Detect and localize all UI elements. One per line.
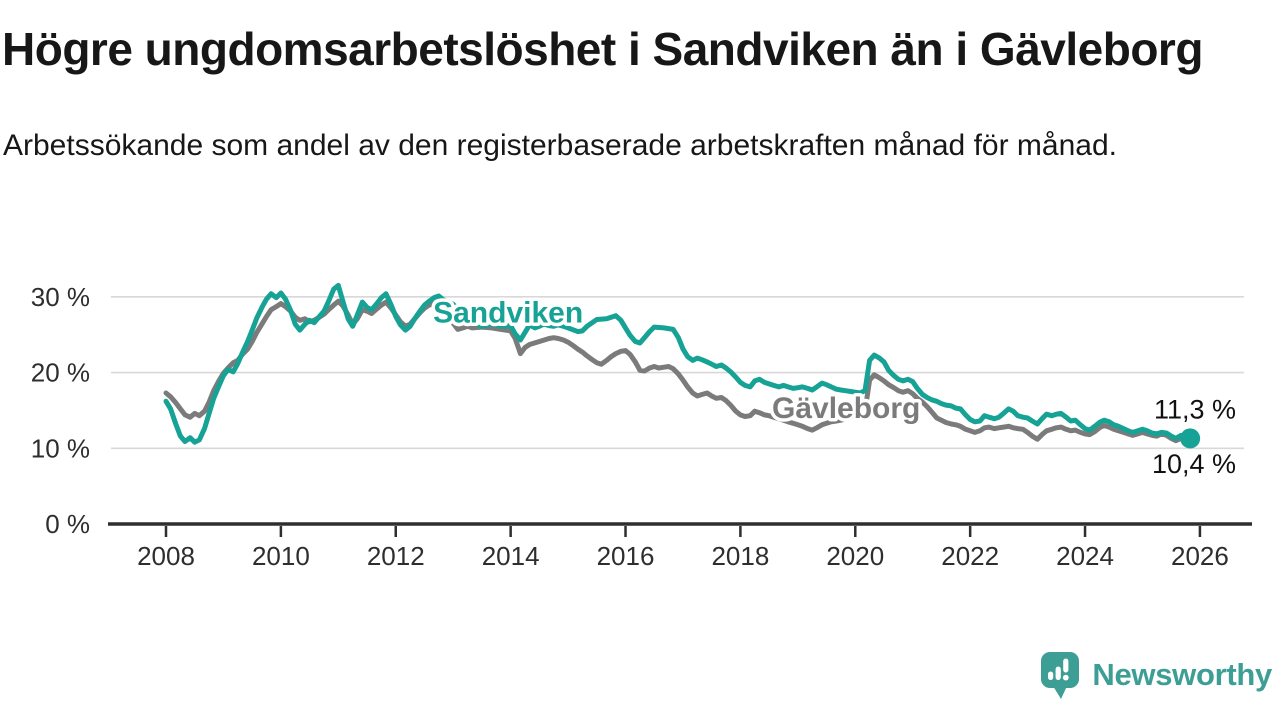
y-axis-tick-label: 10 %: [31, 433, 90, 463]
y-axis-tick-label: 20 %: [31, 358, 90, 388]
newsworthy-logo-icon: [1041, 652, 1080, 699]
x-axis-tick-label: 2014: [482, 541, 540, 571]
y-axis-tick-label: 0 %: [45, 509, 90, 539]
x-axis-tick-label: 2012: [367, 541, 425, 571]
series-end-dot-sandviken: [1180, 428, 1201, 449]
x-axis-tick-label: 2024: [1056, 541, 1114, 571]
end-value-label-sandviken: 11,3 %: [1154, 394, 1236, 424]
x-axis-tick-label: 2022: [941, 541, 999, 571]
x-axis-tick-label: 2010: [252, 541, 310, 571]
end-value-label-gävleborg: 10,4 %: [1152, 449, 1236, 479]
page-title: Högre ungdomsarbetslöshet i Sandviken än…: [2, 23, 1203, 75]
y-axis-tick-label: 30 %: [31, 282, 90, 312]
newsworthy-logo-text: Newsworthy: [1092, 657, 1272, 692]
series-label-sandviken: Sandviken: [433, 297, 583, 330]
x-axis-tick-label: 2016: [597, 541, 655, 571]
x-axis-tick-label: 2020: [826, 541, 884, 571]
x-axis-tick-label: 2008: [137, 541, 195, 571]
newsworthy-logo: Newsworthy: [1038, 650, 1272, 700]
x-axis-tick-label: 2018: [711, 541, 769, 571]
page-subtitle: Arbetssökande som andel av den registerb…: [3, 129, 1117, 162]
x-axis-tick-label: 2026: [1171, 541, 1229, 571]
series-label-gävleborg: Gävleborg: [772, 392, 920, 425]
series-line-gävleborg: [163, 298, 1193, 448]
series-line-sandviken: [163, 282, 1193, 445]
